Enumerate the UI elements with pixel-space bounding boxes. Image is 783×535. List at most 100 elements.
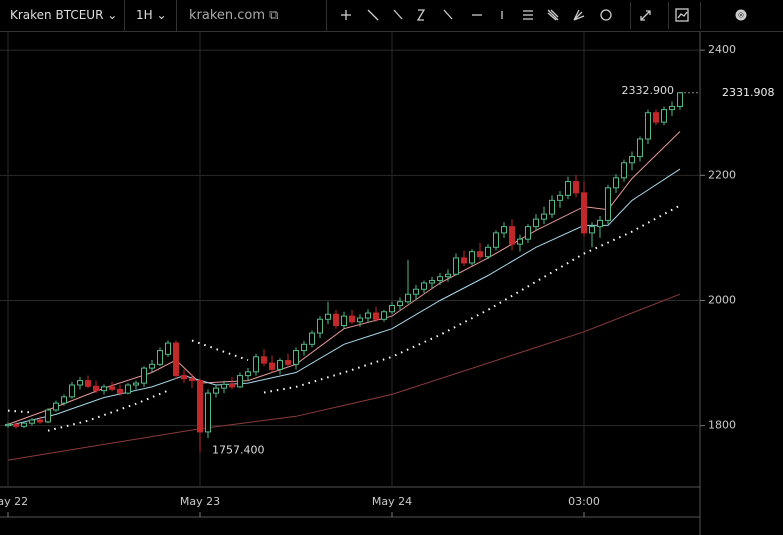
- tool-icons: [341, 2, 747, 29]
- candle-body: [141, 367, 147, 384]
- candle-body: [373, 312, 379, 320]
- x-tick-label: May 23: [180, 495, 220, 508]
- candle-body: [669, 105, 675, 111]
- settings[interactable]: [735, 9, 747, 21]
- candle-body: [573, 181, 579, 194]
- candle-body: [285, 360, 291, 365]
- candle-body: [605, 187, 611, 221]
- candle-body: [245, 371, 251, 377]
- candle-body: [333, 313, 339, 327]
- candle-body: [173, 342, 179, 377]
- candle-body: [341, 315, 347, 327]
- candle-body: [493, 232, 499, 248]
- indicator-line: [7, 293, 681, 461]
- candle-body: [357, 317, 363, 323]
- candle-body: [181, 375, 187, 380]
- candle-body: [157, 350, 163, 365]
- candle-body: [309, 332, 315, 345]
- candle-body: [381, 311, 387, 320]
- candle-body: [597, 219, 603, 228]
- candle-body: [645, 112, 651, 140]
- indicator-line: [7, 168, 681, 427]
- candle-body: [581, 192, 587, 234]
- candle-body: [117, 388, 123, 394]
- circle-tool[interactable]: [600, 9, 612, 21]
- candle-body: [213, 387, 219, 394]
- indicators[interactable]: [675, 8, 689, 22]
- interval: 1H: [136, 8, 153, 22]
- candle-body: [149, 363, 155, 369]
- ray-tool[interactable]: [443, 9, 453, 20]
- candle-body: [429, 279, 435, 284]
- candle-body: [301, 343, 307, 352]
- arrow-tool[interactable]: [393, 9, 403, 20]
- candle-body: [397, 301, 403, 307]
- candle-body: [421, 282, 427, 290]
- y-tick-label: 2400: [708, 43, 736, 56]
- candle-body: [221, 383, 227, 389]
- candle-body: [293, 350, 299, 365]
- indicator-line: [47, 389, 169, 432]
- candle-body: [45, 409, 51, 423]
- last-price-box: [701, 84, 783, 101]
- x-tick-label: 03:00: [568, 495, 600, 508]
- fullscreen[interactable]: [640, 10, 651, 21]
- y-tick-label: 1800: [708, 419, 736, 432]
- brush-tool[interactable]: [416, 9, 426, 21]
- candle-body: [445, 273, 451, 278]
- candle-body: [477, 251, 483, 258]
- candle-body: [549, 199, 555, 215]
- candle-body: [565, 181, 571, 196]
- candle-body: [389, 305, 395, 313]
- candle-body: [485, 246, 491, 258]
- site-link[interactable]: kraken.com ⧉: [189, 8, 279, 23]
- candle-body: [501, 226, 507, 234]
- candle-body: [677, 92, 683, 107]
- x-tick-label: May 22: [0, 495, 28, 508]
- candle-body: [93, 385, 99, 392]
- fan-tool[interactable]: [547, 9, 559, 21]
- symbol: Kraken BTCEUR: [10, 8, 104, 22]
- candle-body: [37, 419, 43, 423]
- candle-body: [237, 375, 243, 388]
- line-tool[interactable]: [367, 9, 379, 21]
- candle-body: [325, 313, 331, 320]
- candle-body: [413, 288, 419, 295]
- crosshair-tool[interactable]: [341, 10, 351, 20]
- candle-body: [77, 380, 83, 386]
- fib-tool[interactable]: [523, 10, 533, 20]
- symbol-select[interactable]: Kraken BTCEUR ⌄: [10, 8, 118, 22]
- indicator-line: [263, 204, 681, 394]
- candle-body: [13, 423, 19, 427]
- candle-body: [109, 386, 115, 390]
- interval-select[interactable]: 1H ⌄: [136, 8, 167, 22]
- candle-body: [277, 360, 283, 370]
- candle-body: [653, 112, 659, 123]
- candle-body: [661, 109, 667, 123]
- candle-body: [461, 257, 467, 264]
- candle-body: [133, 382, 139, 386]
- candle-body: [621, 162, 627, 179]
- candle-body: [229, 383, 235, 388]
- candle-body: [541, 213, 547, 220]
- candle-body: [189, 378, 195, 382]
- candle-body: [525, 226, 531, 240]
- pitch-tool[interactable]: [573, 9, 585, 21]
- candle-body: [629, 156, 635, 164]
- candle-body: [437, 276, 443, 281]
- high-label: 2332.900: [622, 84, 675, 97]
- candle-body: [453, 257, 459, 275]
- candle-body: [53, 402, 59, 411]
- candle-body: [365, 312, 371, 319]
- candle-body: [125, 384, 131, 394]
- last-price-label: 2331.908: [722, 86, 775, 99]
- candle-body: [261, 356, 267, 364]
- y-tick-label: 2200: [708, 168, 736, 181]
- candle-body: [589, 226, 595, 234]
- candle-body: [517, 238, 523, 245]
- candle-body: [69, 384, 75, 398]
- candle-body: [269, 362, 275, 370]
- indicator-line: [191, 339, 249, 361]
